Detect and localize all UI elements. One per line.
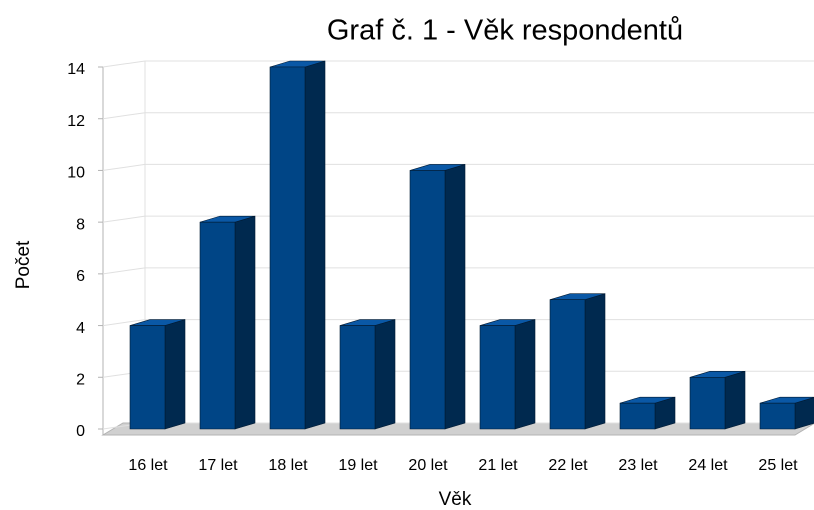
x-tick-label: 21 let [478, 457, 518, 474]
bar-side [374, 319, 396, 430]
bar-front [129, 325, 166, 430]
y-tick-label: 14 [67, 61, 85, 78]
x-tick-label: 25 let [758, 457, 798, 474]
x-tick-label: 16 let [128, 457, 168, 474]
bar [549, 293, 606, 430]
y-tick-label: 8 [76, 216, 85, 233]
bar-front [689, 376, 726, 430]
x-tick-label: 24 let [688, 457, 728, 474]
bar-front [269, 66, 306, 430]
grid-line-side [102, 112, 146, 120]
bar [479, 319, 536, 430]
bar-front [409, 170, 446, 430]
chart-title: Graf č. 1 - Věk respondentů [327, 15, 683, 47]
x-tick-label: 17 let [198, 457, 238, 474]
bar-front [339, 325, 376, 430]
x-tick-label: 20 let [408, 457, 448, 474]
bar-side [234, 215, 256, 430]
x-tick-label: 18 let [268, 457, 308, 474]
bar-side [514, 319, 536, 430]
x-tick-label: 23 let [618, 457, 658, 474]
bar-front [619, 402, 656, 430]
y-tick-label: 0 [76, 423, 85, 440]
bar-side [304, 60, 326, 430]
grid-line-side [102, 163, 146, 171]
bar [409, 164, 466, 430]
bar-front [199, 221, 236, 430]
bar [689, 370, 746, 430]
grid-line-side [102, 267, 146, 275]
bar [619, 396, 676, 430]
bar [199, 215, 256, 430]
y-tick-label: 4 [76, 320, 85, 337]
bar-side [584, 293, 606, 430]
x-tick-label: 19 let [338, 457, 378, 474]
y-tick-label: 6 [76, 268, 85, 285]
y-axis-label: Počet [13, 240, 34, 289]
y-tick-label: 10 [67, 165, 85, 182]
y-tick-label: 12 [67, 113, 85, 130]
bar-front [479, 325, 516, 430]
y-tick-label: 2 [76, 372, 85, 389]
x-axis-label: Věk [439, 489, 472, 510]
bar-side [724, 370, 746, 430]
bar [269, 60, 326, 430]
bar [129, 319, 186, 430]
bar-side [164, 319, 186, 430]
bar [759, 396, 814, 430]
bar-front [759, 402, 796, 430]
grid-line-side [102, 215, 146, 223]
x-tick-label: 22 let [548, 457, 588, 474]
bar-front [549, 299, 586, 430]
bar-side [444, 164, 466, 430]
grid-line-side [102, 60, 146, 68]
grid-line-side [102, 319, 146, 327]
bar [339, 319, 396, 430]
